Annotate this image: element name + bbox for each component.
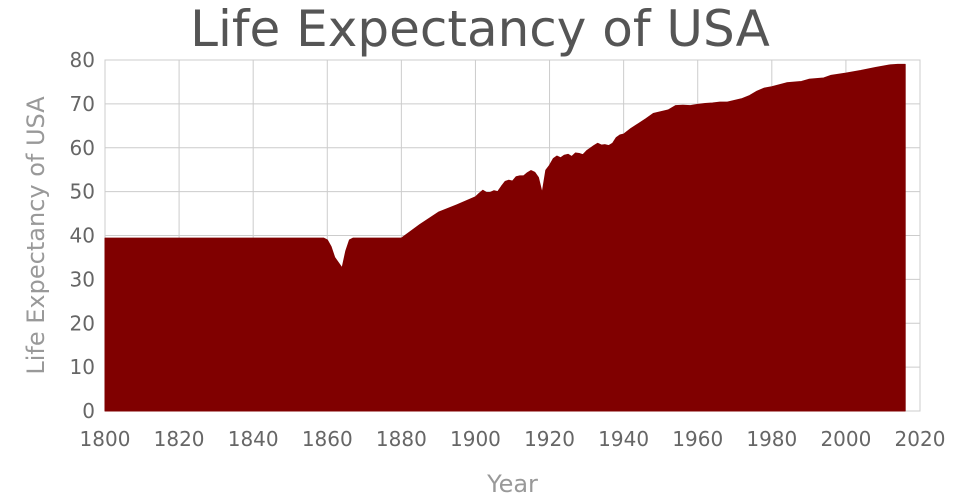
x-tick-label: 1860: [302, 427, 353, 451]
y-tick-label: 50: [70, 180, 95, 204]
x-tick-label: 1900: [450, 427, 501, 451]
x-axis-label: Year: [486, 470, 538, 498]
chart-title: Life Expectancy of USA: [190, 0, 770, 58]
y-tick-label: 30: [70, 267, 95, 291]
y-tick-label: 0: [82, 399, 95, 423]
x-tick-label: 1960: [672, 427, 723, 451]
y-axis-label: Life Expectancy of USA: [22, 96, 50, 375]
x-tick-label: 1940: [598, 427, 649, 451]
x-tick-label: 1920: [524, 427, 575, 451]
series-area: [104, 63, 906, 412]
x-tick-label: 2000: [820, 427, 871, 451]
x-tick-label: 1820: [154, 427, 205, 451]
y-tick-label: 20: [70, 311, 95, 335]
x-tick-label: 1980: [746, 427, 797, 451]
x-tick-label: 1840: [228, 427, 279, 451]
x-tick-label: 2020: [895, 427, 946, 451]
y-tick-label: 70: [70, 92, 95, 116]
x-tick-label: 1880: [376, 427, 427, 451]
y-tick-label: 80: [70, 48, 95, 72]
y-tick-label: 40: [70, 224, 95, 248]
x-tick-label: 1800: [80, 427, 131, 451]
y-tick-label: 10: [70, 355, 95, 379]
y-tick-label: 60: [70, 136, 95, 160]
